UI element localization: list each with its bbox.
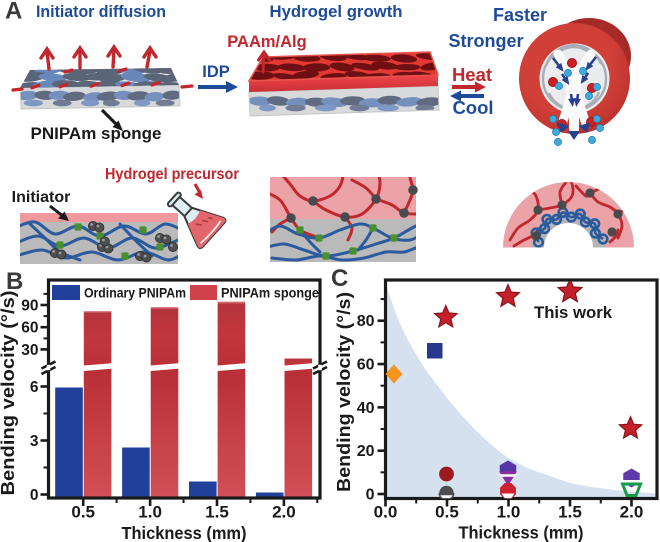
svg-text:0.5: 0.5 (71, 503, 95, 522)
svg-text:Faster: Faster (493, 5, 547, 25)
svg-text:Stronger: Stronger (448, 31, 523, 51)
svg-text:0: 0 (30, 487, 39, 504)
svg-text:3: 3 (30, 433, 39, 450)
svg-text:2.0: 2.0 (620, 503, 644, 522)
svg-text:1.5: 1.5 (558, 503, 582, 522)
svg-text:PAAm/Alg: PAAm/Alg (227, 33, 306, 51)
svg-text:60: 60 (21, 320, 38, 337)
svg-text:1.5: 1.5 (205, 503, 229, 522)
svg-text:Bending velocity (°/s): Bending velocity (°/s) (0, 291, 18, 496)
svg-text:Thickness (mm): Thickness (mm) (122, 523, 247, 542)
svg-text:Bending velocity (°/s): Bending velocity (°/s) (334, 292, 354, 492)
svg-text:1.0: 1.0 (497, 503, 521, 522)
svg-text:0.5: 0.5 (435, 503, 459, 522)
svg-text:This work: This work (534, 303, 613, 322)
svg-text:PNIPAm sponge: PNIPAm sponge (31, 124, 162, 143)
svg-text:Thickness (mm): Thickness (mm) (459, 523, 584, 542)
svg-text:30: 30 (21, 342, 38, 359)
svg-text:0: 0 (366, 487, 375, 504)
svg-text:40: 40 (357, 400, 375, 417)
svg-text:Initiator: Initiator (12, 189, 71, 206)
svg-text:80: 80 (357, 313, 375, 330)
svg-text:Heat: Heat (452, 64, 492, 85)
svg-text:A: A (5, 0, 22, 25)
svg-text:C: C (331, 265, 348, 292)
svg-text:Initiator diffusion: Initiator diffusion (36, 3, 166, 21)
svg-text:IDP: IDP (202, 63, 230, 81)
svg-text:B: B (6, 268, 23, 295)
svg-text:20: 20 (357, 443, 375, 460)
svg-text:Ordinary PNIPAm: Ordinary PNIPAm (84, 286, 186, 301)
svg-text:Hydrogel precursor: Hydrogel precursor (105, 166, 239, 183)
svg-text:2.0: 2.0 (272, 503, 296, 522)
svg-text:90: 90 (21, 298, 38, 315)
svg-text:Hydrogel growth: Hydrogel growth (270, 3, 403, 21)
svg-text:6: 6 (30, 379, 39, 396)
svg-text:Cool: Cool (452, 97, 493, 118)
svg-text:1.0: 1.0 (138, 503, 162, 522)
svg-text:0.0: 0.0 (374, 503, 398, 522)
svg-text:60: 60 (357, 357, 375, 374)
svg-text:PNIPAm sponge: PNIPAm sponge (221, 286, 319, 301)
